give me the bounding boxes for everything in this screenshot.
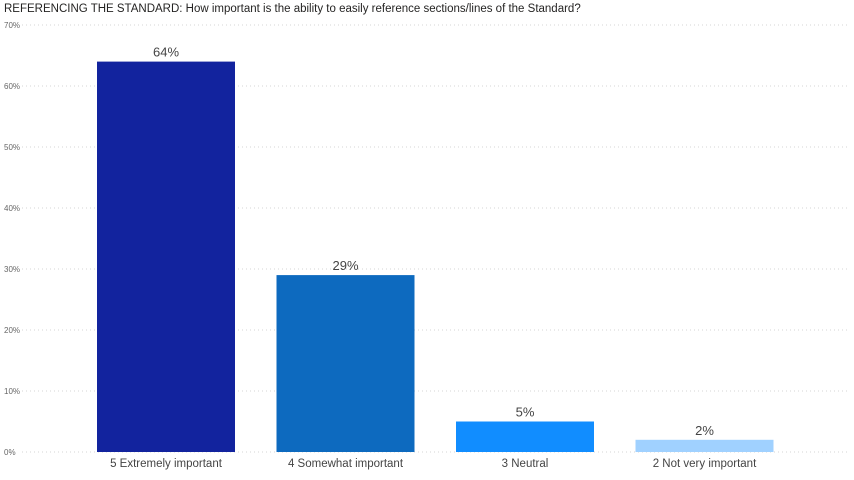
x-category-label: 5 Extremely important <box>110 458 223 470</box>
bar[interactable] <box>456 421 594 453</box>
y-tick-label: 40% <box>4 204 20 213</box>
y-tick-label: 50% <box>4 143 20 152</box>
x-category-label: 4 Somewhat important <box>288 458 404 470</box>
data-label: 29% <box>332 258 358 273</box>
y-tick-label: 10% <box>4 387 20 396</box>
data-label: 2% <box>695 423 714 438</box>
bar[interactable] <box>97 61 235 452</box>
x-category-label: 3 Neutral <box>502 458 549 470</box>
y-tick-label: 0% <box>4 448 16 457</box>
x-category-label: 2 Not very important <box>653 458 757 470</box>
bar[interactable] <box>276 275 415 452</box>
chart-title: REFERENCING THE STANDARD: How important … <box>4 3 581 15</box>
bar[interactable] <box>635 439 774 452</box>
data-label: 64% <box>153 45 179 60</box>
y-tick-label: 60% <box>4 82 20 91</box>
data-label: 5% <box>516 405 535 420</box>
y-tick-label: 70% <box>4 21 20 30</box>
y-tick-label: 30% <box>4 265 20 274</box>
y-tick-label: 20% <box>4 326 20 335</box>
